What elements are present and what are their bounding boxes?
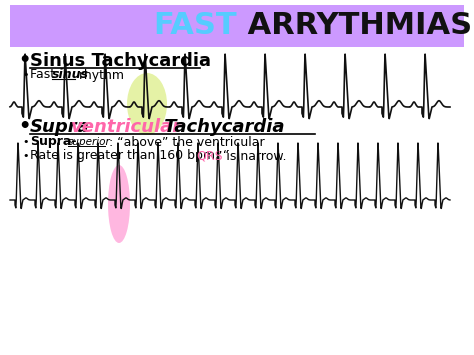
Text: Supra: Supra bbox=[30, 118, 90, 136]
Text: ” is narrow.: ” is narrow. bbox=[216, 149, 286, 163]
Text: Sinus Tachycardia: Sinus Tachycardia bbox=[30, 52, 211, 70]
Bar bbox=[10, 5, 464, 47]
Text: ventricular: ventricular bbox=[71, 118, 182, 136]
Ellipse shape bbox=[108, 165, 130, 243]
Text: superior: superior bbox=[68, 137, 111, 147]
Text: •: • bbox=[18, 118, 30, 137]
Text: Fast: Fast bbox=[30, 69, 59, 82]
Ellipse shape bbox=[127, 73, 167, 135]
Text: sinus: sinus bbox=[52, 69, 89, 82]
Text: •: • bbox=[22, 137, 28, 147]
Text: rhythm: rhythm bbox=[75, 69, 124, 82]
Text: •: • bbox=[22, 151, 28, 161]
Text: Supra-: Supra- bbox=[30, 136, 76, 148]
Text: •: • bbox=[18, 51, 30, 71]
Text: Rate is greater than 160 bpm, “: Rate is greater than 160 bpm, “ bbox=[30, 149, 229, 163]
Text: Tachycardia: Tachycardia bbox=[158, 118, 284, 136]
Text: : “above” the ventricular: : “above” the ventricular bbox=[105, 136, 264, 148]
Text: •: • bbox=[22, 70, 28, 80]
Text: ARRYTHMIAS: ARRYTHMIAS bbox=[237, 11, 472, 39]
Text: QRS: QRS bbox=[196, 149, 223, 163]
Text: FAST: FAST bbox=[154, 11, 237, 39]
